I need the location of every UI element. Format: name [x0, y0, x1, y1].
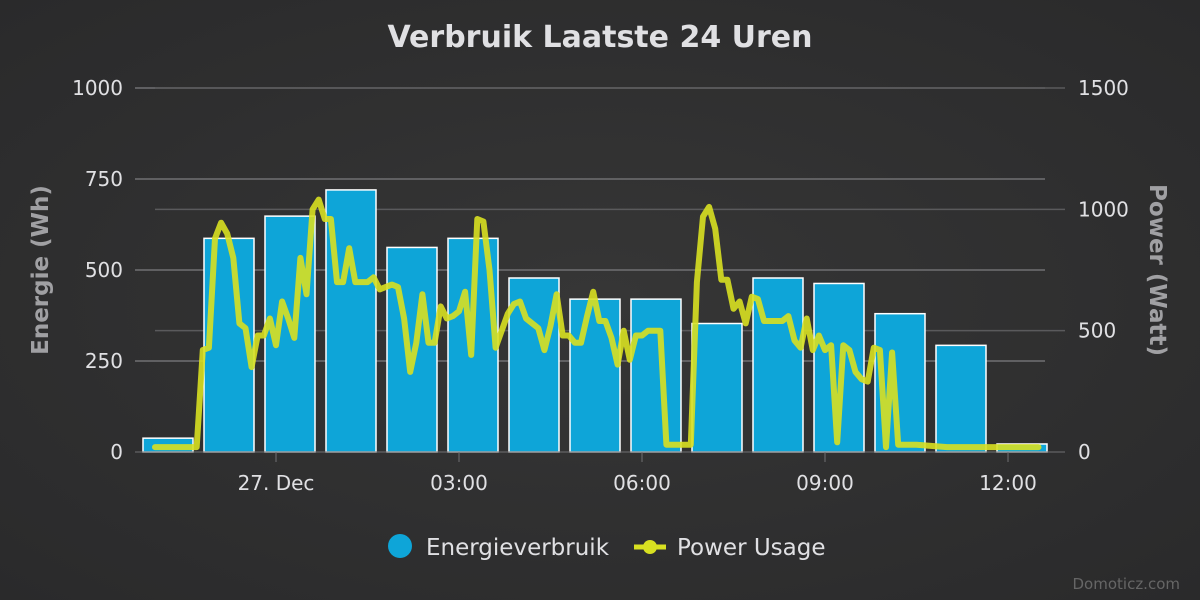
- bar[interactable]: [508, 277, 560, 453]
- legend-label-energie: Energieverbruik: [426, 535, 610, 561]
- legend: Energieverbruik Power Usage: [388, 534, 826, 561]
- x-axis-ticks: 27. Dec 03:00 06:00 09:00 12:00: [238, 452, 1037, 495]
- x-tick-label: 09:00: [796, 471, 854, 495]
- bar[interactable]: [691, 322, 743, 453]
- right-axis-ticks: 0 500 1000 1500: [1078, 76, 1129, 464]
- y-left-tick-label: 750: [85, 167, 123, 191]
- bar[interactable]: [569, 298, 621, 453]
- power-line-layer: [152, 196, 1042, 451]
- bar[interactable]: [630, 298, 682, 453]
- legend-item-power[interactable]: Power Usage: [634, 535, 826, 561]
- x-tick-label: 03:00: [430, 471, 488, 495]
- left-axis-ticks: 0 250 500 750 1000: [72, 76, 123, 464]
- y-left-tick-label: 1000: [72, 76, 123, 100]
- y-right-axis-title: Power (Watt): [1144, 184, 1170, 356]
- bar[interactable]: [935, 344, 987, 453]
- legend-bar-marker: [388, 534, 412, 558]
- chart-title: Verbruik Laatste 24 Uren: [387, 20, 812, 55]
- y-right-tick-label: 0: [1078, 440, 1091, 464]
- y-right-tick-label: 1500: [1078, 76, 1129, 100]
- y-left-tick-label: 500: [85, 258, 123, 282]
- x-tick-label: 27. Dec: [238, 471, 315, 495]
- y-left-tick-label: 250: [85, 349, 123, 373]
- power-line[interactable]: [152, 196, 1042, 451]
- credits: Domoticz.com: [1073, 575, 1181, 593]
- y-right-tick-label: 1000: [1078, 197, 1129, 221]
- x-tick-label: 06:00: [613, 471, 671, 495]
- legend-line-dot: [643, 540, 657, 554]
- legend-item-energie[interactable]: Energieverbruik: [388, 534, 610, 561]
- legend-label-power: Power Usage: [677, 535, 826, 561]
- y-left-axis-title: Energie (Wh): [28, 185, 54, 355]
- x-tick-label: 12:00: [979, 471, 1037, 495]
- y-right-tick-label: 500: [1078, 319, 1116, 343]
- y-left-tick-label: 0: [110, 440, 123, 464]
